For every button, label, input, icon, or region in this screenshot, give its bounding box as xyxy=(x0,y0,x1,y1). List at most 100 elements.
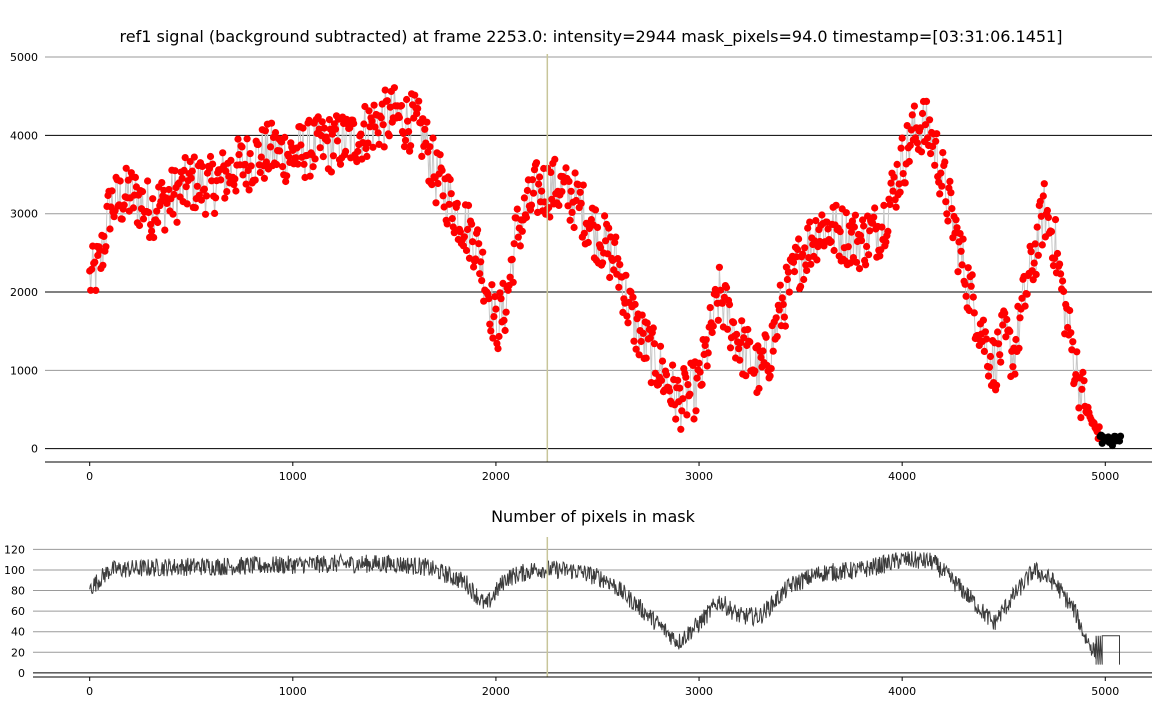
intensity-point xyxy=(726,344,735,352)
intensity-point xyxy=(591,206,600,214)
intensity-point xyxy=(735,345,743,353)
intensity-point xyxy=(929,142,937,151)
intensity-y-tick-label: 1000 xyxy=(10,364,38,377)
intensity-point xyxy=(92,286,100,294)
intensity-point xyxy=(725,301,734,309)
intensity-point xyxy=(657,376,666,384)
intensity-point xyxy=(227,156,235,164)
intensity-point xyxy=(360,120,368,128)
intensity-point xyxy=(901,179,909,187)
intensity-point xyxy=(848,217,857,225)
intensity-point xyxy=(944,217,952,225)
intensity-point xyxy=(518,227,526,235)
intensity-x-tick-label: 3000 xyxy=(685,470,713,483)
intensity-point xyxy=(882,238,890,246)
intensity-point xyxy=(832,201,840,209)
intensity-point xyxy=(954,268,962,276)
intensity-point xyxy=(330,120,338,128)
intensity-point xyxy=(271,129,280,137)
intensity-point xyxy=(656,342,665,350)
intensity-point xyxy=(860,222,868,230)
intensity-point xyxy=(803,266,811,275)
intensity-point xyxy=(672,415,680,423)
intensity-point xyxy=(716,286,725,294)
intensity-point xyxy=(565,177,573,185)
intensity-y-tick-label: 4000 xyxy=(10,129,38,142)
intensity-point xyxy=(939,149,947,157)
intensity-point xyxy=(1095,423,1103,431)
intensity-point xyxy=(623,312,631,320)
intensity-point xyxy=(235,151,243,159)
intensity-point xyxy=(211,209,219,217)
intensity-point xyxy=(576,188,584,196)
intensity-point xyxy=(616,261,624,269)
intensity-point xyxy=(299,124,307,132)
intensity-point xyxy=(1002,333,1010,341)
intensity-x-tick-label: 4000 xyxy=(888,470,916,483)
intensity-points xyxy=(86,84,1125,450)
intensity-point xyxy=(188,167,196,175)
intensity-point xyxy=(426,143,434,151)
intensity-point xyxy=(247,162,255,170)
intensity-point xyxy=(772,314,780,322)
intensity-point xyxy=(379,121,387,129)
intensity-point xyxy=(436,151,444,159)
intensity-point xyxy=(669,361,677,369)
intensity-point xyxy=(744,325,752,334)
intensity-point xyxy=(1012,335,1020,344)
intensity-point xyxy=(366,123,374,131)
intensity-point xyxy=(508,255,516,263)
intensity-point xyxy=(1016,314,1024,322)
intensity-point xyxy=(913,139,922,147)
intensity-point xyxy=(377,114,385,122)
intensity-point xyxy=(256,168,264,177)
intensity-point xyxy=(647,379,655,387)
intensity-point xyxy=(1027,248,1035,256)
intensity-point xyxy=(365,107,373,115)
intensity-point xyxy=(827,238,835,246)
intensity-point xyxy=(406,147,414,155)
intensity-point xyxy=(390,84,398,92)
intensity-point xyxy=(527,201,536,209)
intensity-point xyxy=(91,258,99,266)
intensity-point xyxy=(964,264,972,272)
intensity-point xyxy=(443,220,451,228)
intensity-point xyxy=(476,270,484,278)
intensity-point xyxy=(587,216,596,224)
mask-pixels-x-tick-label: 1000 xyxy=(279,685,307,698)
intensity-point xyxy=(446,175,454,184)
intensity-point xyxy=(692,407,700,415)
mask-pixels-x-tick-label: 0 xyxy=(86,685,93,698)
intensity-point xyxy=(797,282,805,290)
intensity-point xyxy=(489,334,497,342)
intensity-point xyxy=(350,119,358,128)
intensity-point xyxy=(1032,270,1040,279)
intensity-point xyxy=(1059,277,1067,285)
intensity-point xyxy=(696,368,704,376)
intensity-point xyxy=(318,118,326,126)
intensity-point xyxy=(855,265,864,273)
intensity-point xyxy=(496,289,504,297)
intensity-point xyxy=(718,299,727,307)
intensity-point xyxy=(407,142,415,150)
intensity-point xyxy=(830,246,838,255)
intensity-point xyxy=(368,117,376,125)
intensity-point xyxy=(469,238,477,246)
intensity-point xyxy=(246,150,254,158)
intensity-point xyxy=(439,192,447,200)
intensity-point xyxy=(209,160,217,168)
intensity-point xyxy=(462,246,471,255)
intensity-point xyxy=(927,150,935,158)
mask-pixels-tick-labels: 0 20 40 60 80 100 120 0 1000 2000 3000 4000 5000 xyxy=(4,543,1119,698)
intensity-point xyxy=(924,134,932,142)
intensity-point xyxy=(806,218,814,226)
intensity-point xyxy=(555,201,563,209)
intensity-point xyxy=(584,238,592,247)
intensity-point xyxy=(738,317,746,325)
intensity-point xyxy=(460,233,468,241)
intensity-point xyxy=(807,260,815,268)
intensity-point xyxy=(956,230,964,238)
intensity-point xyxy=(746,338,754,346)
intensity-point xyxy=(202,192,211,200)
